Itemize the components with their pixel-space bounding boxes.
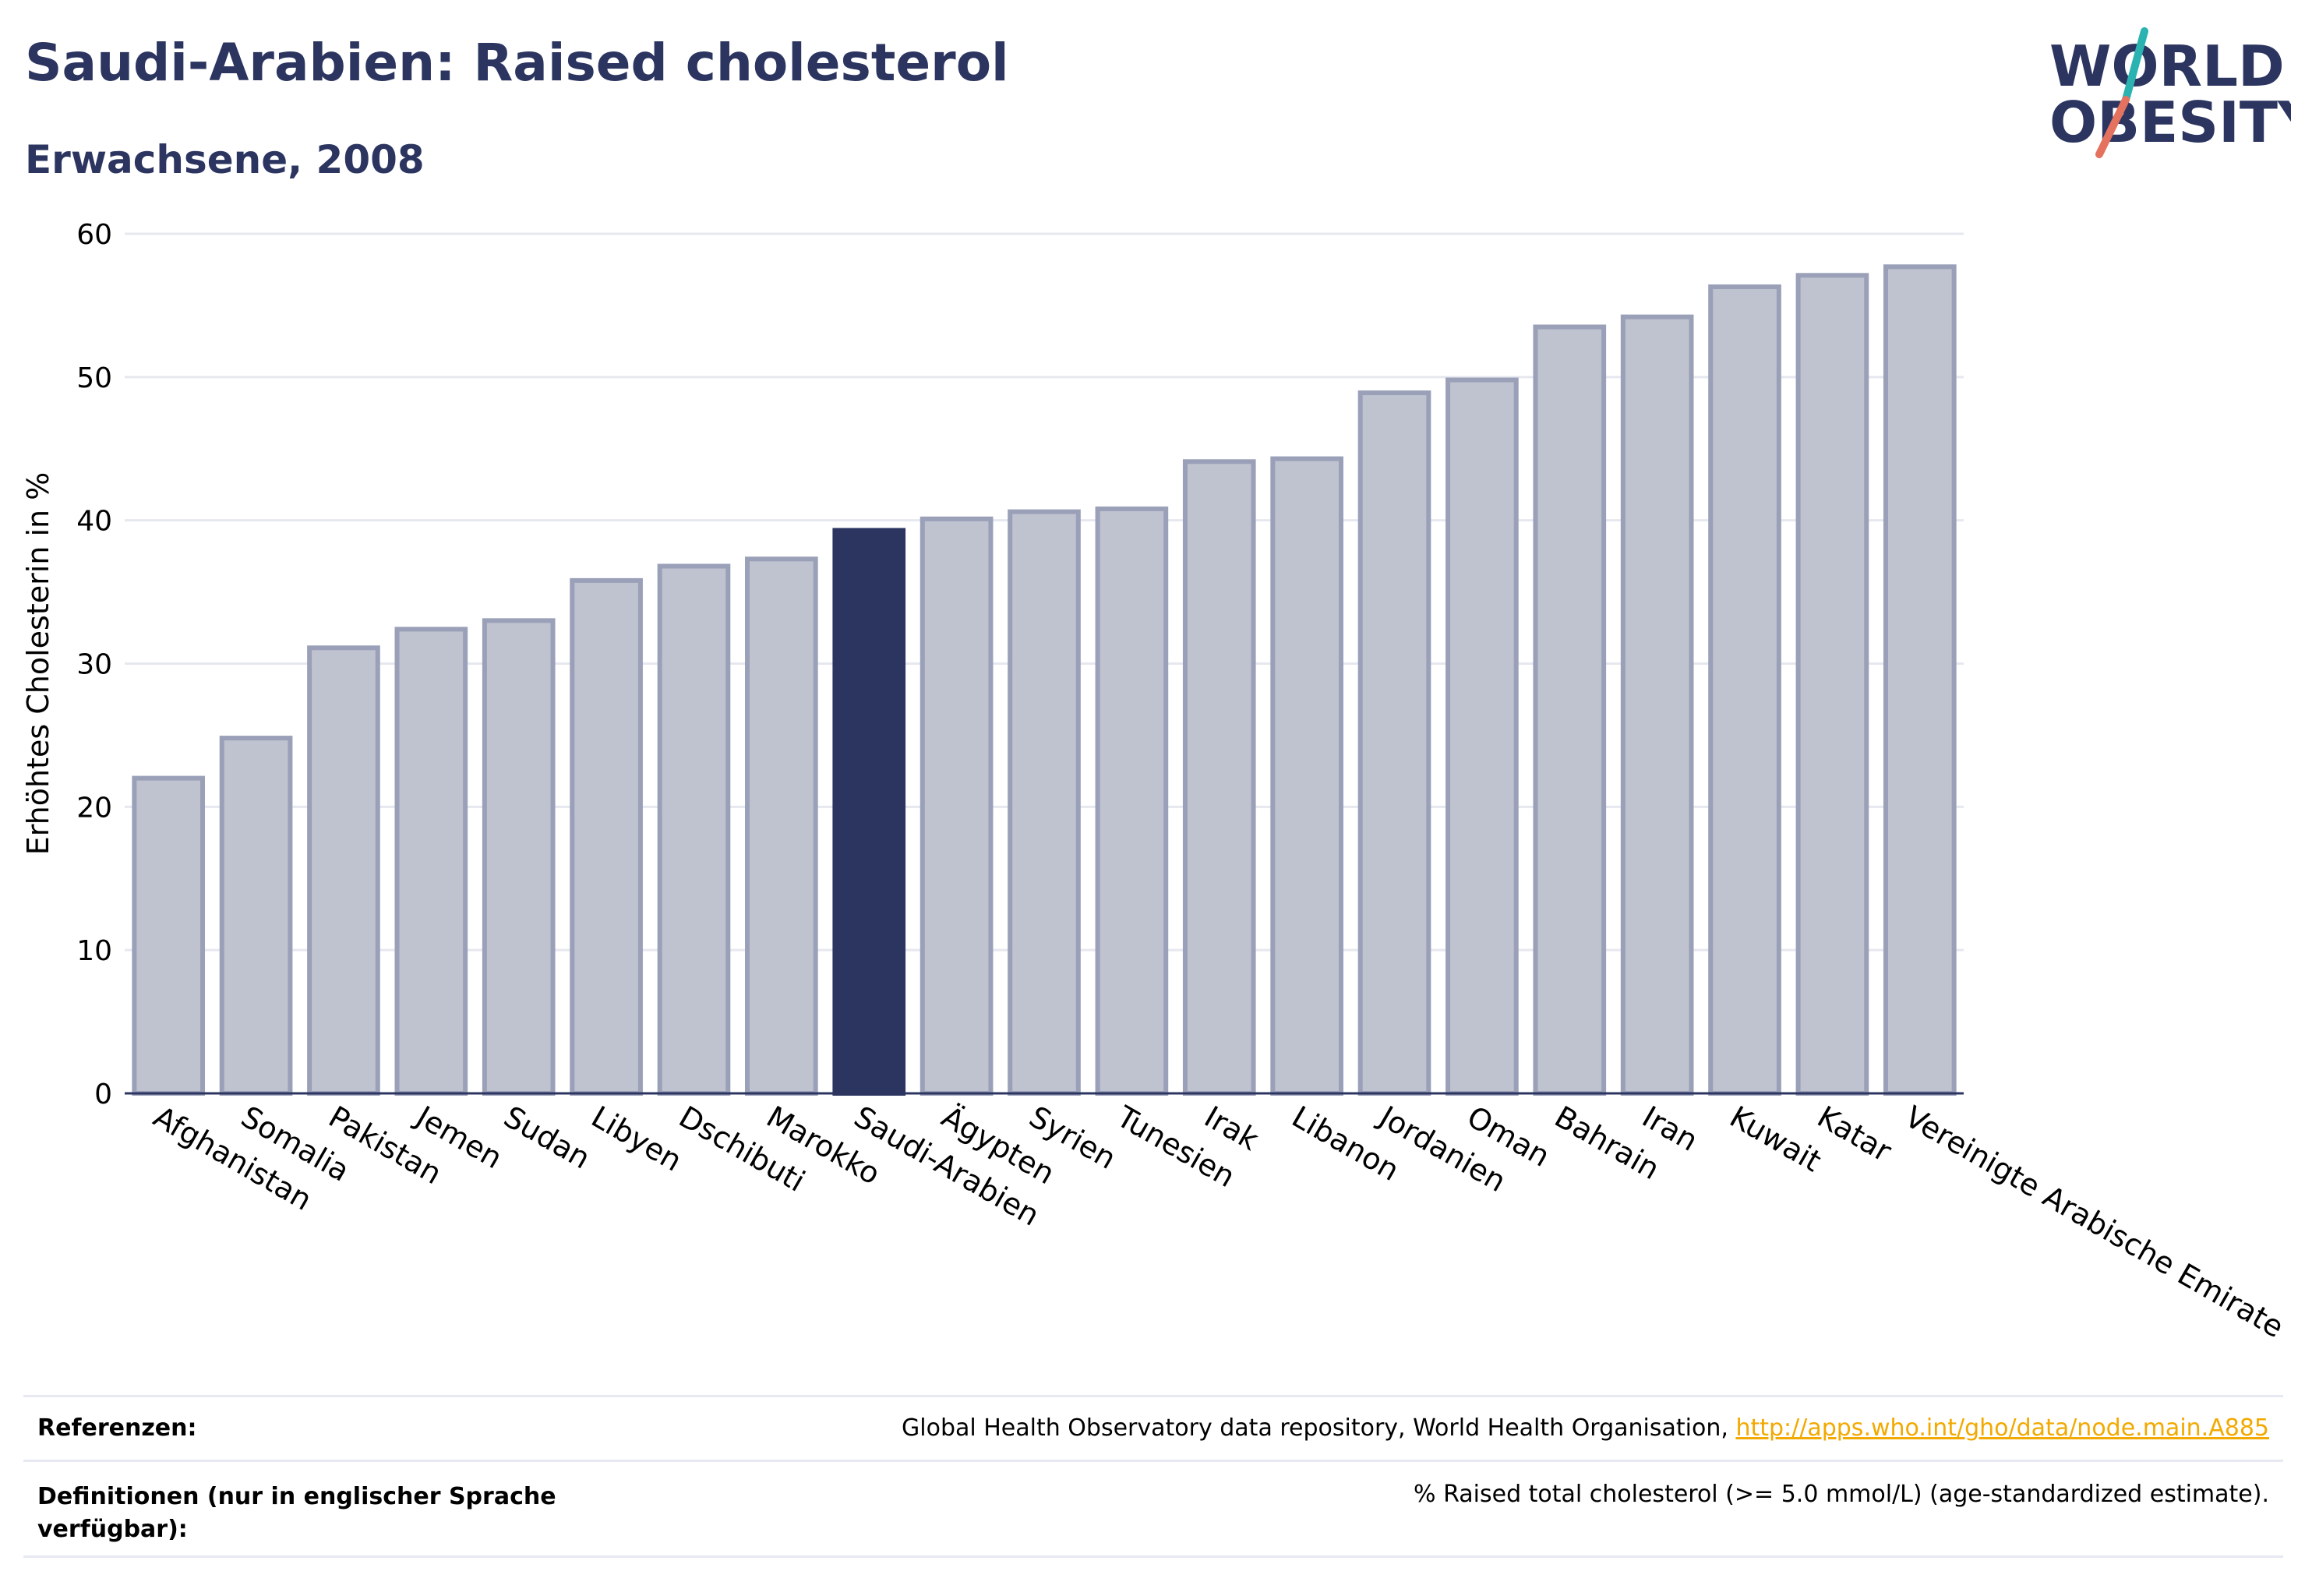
y-tick-label: 0 [94,1079,112,1110]
references-link[interactable]: http://apps.who.int/gho/data/node.main.A… [1735,1414,2269,1442]
y-tick-label: 50 [76,362,112,394]
bar-jordanien [1357,390,1431,1096]
references-table: Referenzen: Global Health Observatory da… [23,1395,2283,1558]
bars [132,264,1957,1096]
y-tick-label: 30 [76,649,112,681]
bar-tunesien [1095,506,1169,1096]
bar-libanon [1270,456,1343,1096]
y-tick-label: 20 [76,792,112,824]
chart-subtitle: Erwachsene, 2008 [25,137,425,182]
definitions-row: Definitionen (nur in englischer Sprache … [23,1460,2283,1558]
references-label: Referenzen: [37,1414,197,1442]
bar-somalia [219,736,293,1096]
bar-dschibuti [657,563,731,1096]
bar-libyen [570,577,643,1096]
bar-irak [1182,459,1256,1096]
bar-marokko [745,556,818,1096]
bar-saudi-arabien [832,528,906,1096]
x-tick-label: Kuwait [1724,1100,1827,1179]
bar-katar [1795,273,1869,1096]
x-tick-label: Vereinigte Arabische Emirate [1899,1100,2289,1345]
y-tick-label: 10 [76,935,112,967]
bar-iran [1620,314,1694,1096]
bar-ägypten [920,516,994,1096]
x-tick-label: Katar [1812,1100,1897,1169]
logo-text-line2: OBESITY [2049,90,2291,155]
bar-kuwait [1708,284,1781,1096]
references-value: Global Health Observatory data repositor… [902,1414,2269,1442]
bar-afghanistan [132,775,206,1096]
world-obesity-logo: WORLD OBESITY [2049,27,2291,158]
bar-bahrain [1533,324,1607,1096]
definitions-label: Definitionen (nur in englischer Sprache … [37,1483,556,1543]
bar-oman [1445,377,1519,1096]
references-text: Global Health Observatory data repositor… [902,1414,1736,1442]
x-tick-label: Sudan [498,1100,596,1176]
definitions-value: % Raised total cholesterol (>= 5.0 mmol/… [1414,1481,2269,1508]
bar-syrien [1008,509,1081,1096]
bar-jemen [394,627,468,1096]
x-axis-labels: AfghanistanSomaliaPakistanJemenSudanLiby… [148,1099,2289,1345]
y-tick-label: 40 [76,506,112,538]
references-row: Referenzen: Global Health Observatory da… [23,1395,2283,1460]
x-tick-label: Libyen [586,1100,688,1178]
logo-text-line1: WORLD [2049,34,2285,99]
chart-title: Saudi-Arabien: Raised cholesterol [25,33,1009,93]
bar-vereinigte-arabische-emirate [1883,264,1957,1096]
bar-chart: 0 10 20 30 40 50 60 AfghanistanSomaliaPakistan… [21,219,2289,1345]
y-axis-ticks: 0 10 20 30 40 50 60 [76,219,112,1110]
y-axis-label: Erhöhtes Cholesterin in % [21,472,55,856]
bar-pakistan [307,645,380,1096]
bar-sudan [482,618,556,1096]
y-tick-label: 60 [76,219,112,251]
